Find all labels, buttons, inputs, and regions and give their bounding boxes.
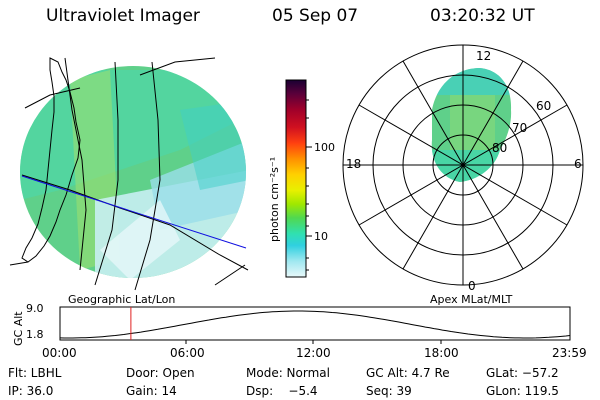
info-flt: Flt: LBHL: [8, 366, 62, 380]
info-seq: Seq: 39: [366, 384, 412, 398]
info-ip: IP: 36.0: [8, 384, 54, 398]
alt-xtick-1: 06:00: [170, 346, 205, 360]
mlt-label-6: 6: [574, 157, 582, 171]
polar-plot: 12 18 6 0 60 70 80: [342, 44, 584, 293]
date-label: 05 Sep 07: [272, 6, 359, 26]
altitude-curve: [59, 310, 571, 339]
mlt-label-0: 0: [468, 279, 476, 293]
geographic-image: [9, 57, 249, 291]
info-glon: GLon: 119.5: [486, 384, 559, 398]
alt-xtick-3: 18:00: [424, 346, 459, 360]
info-gc-alt: GC Alt: 4.7 Re: [366, 366, 450, 380]
alt-ytick-high: 9.0: [26, 302, 44, 315]
alt-ylabel: GC Alt: [12, 311, 25, 346]
altitude-plot: 9.0 1.8 GC Alt: [12, 302, 571, 346]
alt-xtick-2: 12:00: [296, 346, 331, 360]
info-dsp: Dsp: −5.4: [246, 384, 318, 398]
geographic-caption: Geographic Lat/Lon: [68, 293, 176, 306]
info-glat: GLat: −57.2: [486, 366, 559, 380]
colorbar: 100 10 photon cm⁻²s⁻¹: [268, 79, 335, 278]
colorbar-tick-10: 10: [314, 230, 328, 243]
info-mode: Mode: Normal: [246, 366, 330, 380]
colorbar-tick-100: 100: [314, 141, 335, 154]
alt-xtick-4: 23:59: [552, 346, 587, 360]
mlat-label-60: 60: [536, 99, 551, 113]
colorbar-unit-label: photon cm⁻²s⁻¹: [268, 157, 281, 242]
mlt-label-18: 18: [346, 157, 361, 171]
mlat-label-70: 70: [512, 121, 527, 135]
apex-caption: Apex MLat/MLT: [430, 293, 513, 306]
alt-ytick-low: 1.8: [26, 328, 44, 341]
info-door: Door: Open: [126, 366, 195, 380]
alt-xtick-0: 00:00: [42, 346, 77, 360]
mlat-label-80: 80: [492, 141, 507, 155]
time-label: 03:20:32 UT: [430, 6, 535, 26]
info-gain: Gain: 14: [126, 384, 177, 398]
mlt-label-12: 12: [476, 49, 491, 63]
instrument-title: Ultraviolet Imager: [46, 6, 200, 26]
